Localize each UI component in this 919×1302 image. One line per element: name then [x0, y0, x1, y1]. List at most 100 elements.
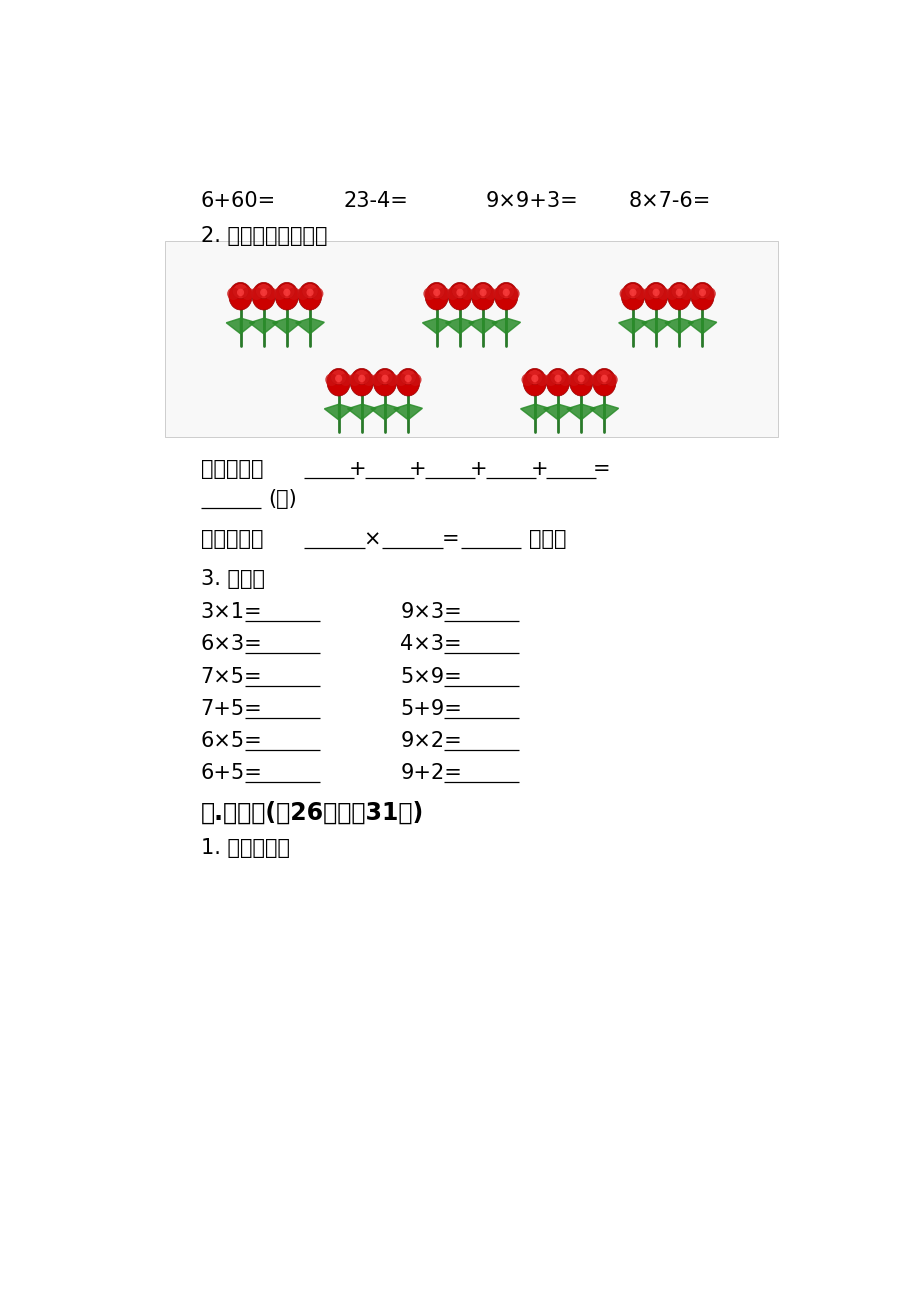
Polygon shape	[422, 318, 437, 333]
Ellipse shape	[620, 283, 644, 310]
Text: 6×5=: 6×5=	[200, 730, 262, 751]
Ellipse shape	[656, 288, 669, 299]
Ellipse shape	[698, 289, 705, 296]
Ellipse shape	[573, 370, 588, 384]
Ellipse shape	[483, 288, 496, 299]
Ellipse shape	[330, 370, 346, 384]
Text: 加法算式：: 加法算式：	[200, 460, 263, 479]
Ellipse shape	[394, 374, 407, 385]
Polygon shape	[505, 318, 520, 333]
Polygon shape	[520, 404, 534, 419]
Ellipse shape	[278, 284, 295, 298]
Polygon shape	[226, 318, 240, 333]
Text: =: =	[441, 529, 459, 549]
Ellipse shape	[642, 288, 654, 299]
Ellipse shape	[446, 288, 459, 299]
Polygon shape	[482, 318, 497, 333]
Ellipse shape	[425, 283, 448, 310]
Polygon shape	[460, 318, 473, 333]
Ellipse shape	[546, 368, 569, 396]
Ellipse shape	[260, 289, 267, 296]
Ellipse shape	[301, 284, 318, 298]
Ellipse shape	[252, 283, 275, 310]
Text: 8×7-6=: 8×7-6=	[628, 191, 710, 211]
Polygon shape	[632, 318, 646, 333]
Ellipse shape	[451, 284, 468, 298]
Ellipse shape	[694, 284, 709, 298]
Text: 23-4=: 23-4=	[343, 191, 408, 211]
Polygon shape	[338, 404, 353, 419]
Text: 9×3=: 9×3=	[400, 603, 461, 622]
Polygon shape	[408, 404, 422, 419]
Polygon shape	[641, 318, 655, 333]
Ellipse shape	[582, 374, 594, 385]
Ellipse shape	[339, 374, 352, 385]
Polygon shape	[445, 318, 460, 333]
Ellipse shape	[229, 283, 252, 310]
Text: (朵): (朵)	[268, 490, 297, 509]
Text: 9×9+3=: 9×9+3=	[485, 191, 578, 211]
Polygon shape	[437, 318, 450, 333]
Ellipse shape	[409, 374, 421, 385]
Polygon shape	[296, 318, 310, 333]
Ellipse shape	[283, 289, 290, 296]
Ellipse shape	[456, 289, 463, 296]
Ellipse shape	[690, 283, 713, 310]
Polygon shape	[347, 404, 361, 419]
Ellipse shape	[675, 289, 682, 296]
Ellipse shape	[470, 288, 482, 299]
Polygon shape	[678, 318, 693, 333]
Ellipse shape	[535, 374, 548, 385]
Ellipse shape	[665, 288, 677, 299]
Polygon shape	[664, 318, 678, 333]
Text: +: +	[470, 460, 487, 479]
Ellipse shape	[523, 368, 546, 396]
Text: 乘法算式：: 乘法算式：	[200, 529, 263, 549]
Ellipse shape	[385, 374, 398, 385]
Ellipse shape	[679, 288, 692, 299]
Ellipse shape	[600, 375, 607, 383]
Text: +: +	[348, 460, 366, 479]
Ellipse shape	[567, 374, 580, 385]
Polygon shape	[264, 318, 278, 333]
Text: 6+60=: 6+60=	[200, 191, 276, 211]
Text: 7+5=: 7+5=	[200, 699, 262, 719]
Ellipse shape	[296, 288, 309, 299]
Polygon shape	[492, 318, 505, 333]
Ellipse shape	[433, 289, 440, 296]
Ellipse shape	[629, 289, 636, 296]
Text: 1. 看图回答。: 1. 看图回答。	[200, 838, 289, 858]
Text: 4×3=: 4×3=	[400, 634, 461, 655]
Ellipse shape	[460, 288, 472, 299]
Polygon shape	[287, 318, 301, 333]
Ellipse shape	[471, 283, 494, 310]
Text: 2. 一共有多少朵花？: 2. 一共有多少朵花？	[200, 227, 327, 246]
Ellipse shape	[428, 284, 444, 298]
Ellipse shape	[362, 374, 375, 385]
Ellipse shape	[647, 284, 664, 298]
Ellipse shape	[265, 288, 277, 299]
Polygon shape	[604, 404, 618, 419]
Ellipse shape	[703, 288, 715, 299]
Text: 6×3=: 6×3=	[200, 634, 262, 655]
Ellipse shape	[273, 288, 286, 299]
Bar	[165, 241, 777, 437]
Ellipse shape	[474, 284, 491, 298]
Ellipse shape	[325, 374, 337, 385]
Ellipse shape	[530, 375, 538, 383]
Polygon shape	[589, 404, 604, 419]
Ellipse shape	[298, 283, 322, 310]
Ellipse shape	[493, 288, 505, 299]
Polygon shape	[249, 318, 264, 333]
Ellipse shape	[506, 288, 519, 299]
Text: 5+9=: 5+9=	[400, 699, 461, 719]
Ellipse shape	[590, 374, 603, 385]
Ellipse shape	[644, 283, 667, 310]
Polygon shape	[393, 404, 408, 419]
Ellipse shape	[527, 370, 542, 384]
Ellipse shape	[326, 368, 350, 396]
Text: 五.解答题(全26题，全31分): 五.解答题(全26题，全31分)	[200, 801, 424, 825]
Text: 3. 口算。: 3. 口算。	[200, 569, 265, 590]
Ellipse shape	[448, 283, 471, 310]
Ellipse shape	[688, 288, 701, 299]
